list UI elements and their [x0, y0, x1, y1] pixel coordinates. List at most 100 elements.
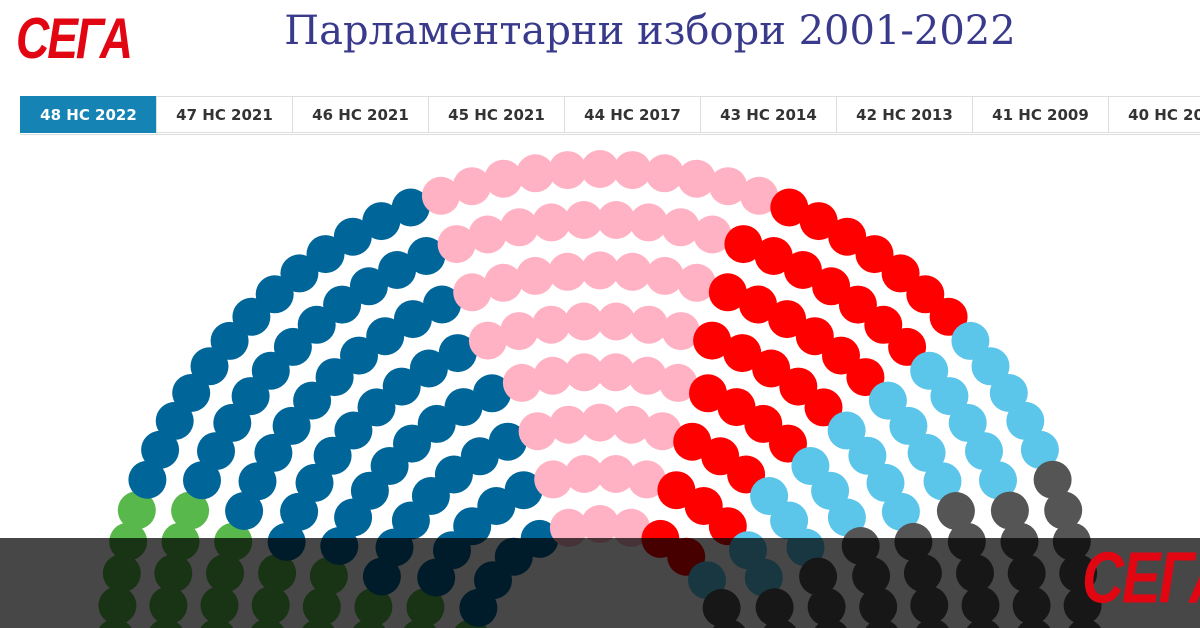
seat-party-3: [629, 305, 668, 344]
tab-45-ns-2021[interactable]: 45 НС 2021: [428, 96, 564, 133]
seat-party-2: [504, 471, 543, 510]
seat-party-3: [613, 151, 652, 190]
seat-party-3: [627, 460, 666, 499]
seat-party-4: [673, 422, 712, 461]
seat-party-3: [581, 505, 619, 543]
seat-party-3: [581, 150, 619, 188]
seat-party-2: [323, 285, 362, 324]
tab-47-ns-2021[interactable]: 47 НС 2021: [156, 96, 292, 133]
seat-party-4: [864, 305, 903, 344]
seat-party-4: [724, 225, 763, 264]
tab-40-ns-2005[interactable]: 40 НС 2005: [1108, 96, 1200, 133]
seat-party-3: [709, 167, 748, 206]
seat-party-4: [799, 202, 838, 241]
seat-party-3: [437, 225, 476, 264]
seat-party-2: [280, 254, 319, 293]
seat-party-2: [382, 367, 421, 406]
seat-party-3: [452, 167, 491, 206]
seat-party-4: [828, 217, 867, 256]
seat-party-3: [565, 455, 604, 493]
seat-party-3: [740, 176, 779, 215]
seat-party-5: [930, 377, 969, 416]
seat-party-2: [423, 285, 461, 324]
tab-42-ns-2013[interactable]: 42 НС 2013: [836, 96, 972, 133]
seat-party-3: [548, 151, 587, 190]
seat-party-4: [770, 188, 809, 227]
seat-party-3: [645, 256, 684, 295]
seat-party-5: [910, 351, 949, 390]
seat-party-3: [484, 159, 523, 198]
seat-party-3: [677, 263, 716, 302]
seat-party-2: [225, 492, 264, 530]
seat-party-4: [779, 367, 818, 406]
seat-party-2: [488, 422, 527, 461]
tab-44-ns-2017[interactable]: 44 НС 2017: [564, 96, 700, 133]
seat-party-2: [306, 235, 345, 274]
tab-43-ns-2014[interactable]: 43 НС 2014: [700, 96, 836, 133]
seat-party-2: [190, 347, 229, 386]
seat-party-3: [500, 208, 539, 247]
seat-party-3: [659, 363, 698, 402]
seat-party-4: [739, 285, 777, 324]
page-title: Парламентарни избори 2001-2022: [284, 8, 1016, 54]
seat-party-2: [238, 462, 277, 501]
seat-party-5: [868, 381, 907, 420]
seat-party-5: [948, 403, 987, 442]
seat-party-4: [708, 273, 747, 312]
seat-party-5: [1020, 430, 1059, 469]
seat-party-3: [693, 215, 732, 254]
tab-41-ns-2009[interactable]: 41 НС 2009: [972, 96, 1108, 133]
seat-party-4: [855, 235, 894, 274]
seat-party-2: [362, 202, 401, 241]
seat-party-3: [597, 201, 636, 239]
seat-party-4: [768, 300, 807, 339]
seat-party-2: [272, 406, 311, 445]
seat-party-1: [117, 491, 156, 530]
seat-party-4: [795, 317, 834, 356]
seat-party-3: [484, 263, 523, 302]
seat-party-3: [643, 412, 682, 451]
seat-party-2: [349, 267, 388, 306]
tab-48-ns-2022[interactable]: 48 НС 2022: [20, 96, 156, 133]
seat-party-4: [812, 267, 851, 306]
seat-party-3: [564, 302, 603, 341]
seat-party-3: [421, 176, 460, 215]
seat-party-2: [460, 437, 499, 476]
seat-party-3: [661, 208, 700, 247]
seat-party-2: [444, 388, 483, 427]
tab-46-ns-2021[interactable]: 46 НС 2021: [292, 96, 428, 133]
seat-party-3: [516, 256, 555, 295]
seat-party-5: [951, 321, 990, 360]
sega-logo-watermark: СЕГА: [1082, 537, 1200, 619]
seat-party-5: [889, 406, 928, 445]
seat-party-3: [468, 215, 507, 254]
seat-party-3: [628, 356, 667, 395]
seat-party-3: [564, 201, 603, 239]
seat-party-5: [923, 462, 962, 501]
seat-party-2: [172, 374, 211, 412]
seat-party-2: [313, 436, 352, 475]
seat-party-4: [754, 237, 793, 275]
sega-logo: СЕГА: [16, 5, 133, 71]
seat-party-1: [171, 491, 210, 530]
seat-party-3: [596, 353, 635, 392]
seat-party-3: [534, 460, 573, 499]
seat-party-5: [907, 433, 946, 472]
seat-party-3: [629, 203, 668, 242]
seat-party-3: [453, 273, 492, 312]
seat-party-2: [273, 327, 312, 366]
seat-party-3: [516, 154, 555, 193]
seat-party-2: [213, 403, 252, 442]
seat-party-3: [645, 154, 684, 193]
seat-party-4: [846, 358, 885, 397]
seat-party-3: [661, 312, 700, 351]
seat-party-4: [881, 254, 920, 293]
seat-party-3: [597, 302, 636, 341]
seat-party-6: [936, 492, 975, 530]
seat-party-5: [989, 374, 1028, 412]
seat-party-2: [297, 305, 336, 344]
seat-party-3: [581, 403, 619, 442]
seat-party-5: [1006, 401, 1045, 440]
seat-party-6: [1044, 491, 1083, 530]
seat-party-3: [532, 305, 571, 344]
